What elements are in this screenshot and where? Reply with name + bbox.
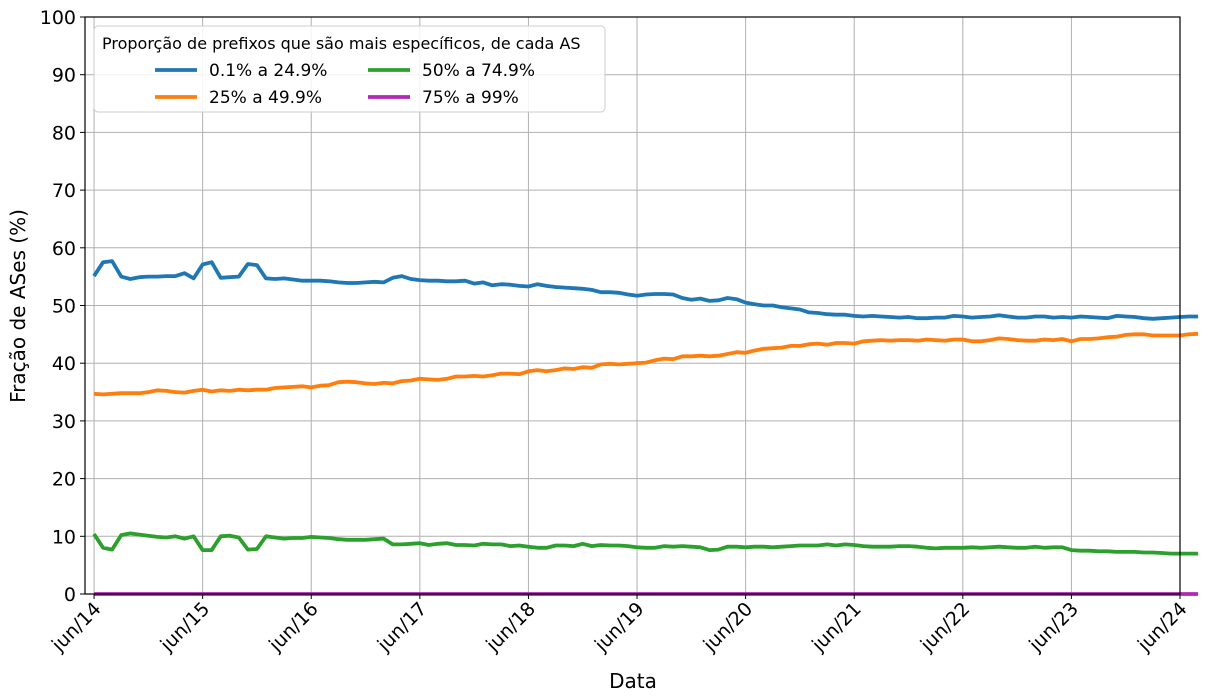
legend-entry: 75% a 99% — [368, 88, 519, 108]
y-axis-title: Fração de ASes (%) — [6, 209, 30, 403]
y-tick-label: 90 — [52, 65, 76, 87]
y-tick-label: 0 — [64, 584, 76, 606]
y-tick-label: 60 — [52, 238, 76, 260]
series-line-3 — [92, 531, 1199, 556]
legend-label: 0.1% a 24.9% — [209, 61, 327, 81]
series-line-1 — [92, 259, 1199, 321]
legend-label: 25% a 49.9% — [209, 88, 322, 108]
legend-label: 75% a 99% — [422, 88, 519, 108]
legend-box — [93, 25, 606, 113]
y-tick-label: 100 — [40, 7, 76, 29]
y-tick-label: 80 — [52, 122, 76, 144]
x-axis-title: Data — [609, 669, 657, 693]
y-tick-label: 30 — [52, 411, 76, 433]
legend-entry: 50% a 74.9% — [368, 61, 535, 81]
y-tick-label: 40 — [52, 353, 76, 375]
y-tick-label: 70 — [52, 180, 76, 202]
legend-label: 50% a 74.9% — [422, 61, 535, 81]
legend-entries: 0.1% a 24.9% 25% a 49.9% 50% a 74.9% 75% a … — [155, 61, 535, 108]
y-axis-ticks: 0 10 20 30 40 50 60 70 80 90 100 — [40, 7, 85, 606]
series-line-2 — [93, 331, 1199, 397]
legend: Proporção de prefixos que são mais espec… — [93, 25, 606, 113]
legend-entry: 0.1% a 24.9% — [155, 61, 327, 81]
y-tick-label: 50 — [52, 296, 76, 318]
legend-entry: 25% a 49.9% — [155, 88, 322, 108]
y-tick-label: 20 — [52, 469, 76, 491]
y-tick-label: 10 — [52, 526, 76, 548]
legend-title: Proporção de prefixos que são mais espec… — [102, 34, 581, 53]
